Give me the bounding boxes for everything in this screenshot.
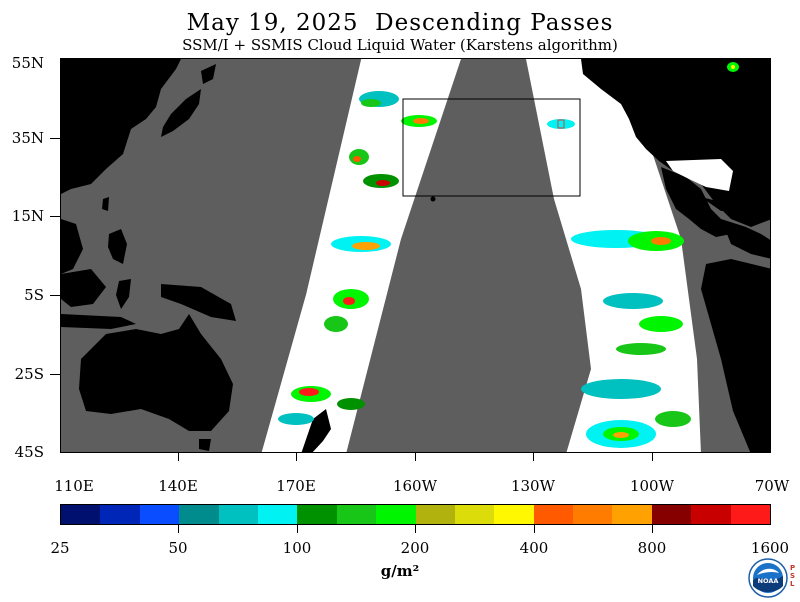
colorbar-swatch — [179, 505, 219, 524]
colorbar — [60, 504, 771, 525]
lat-tick — [50, 216, 60, 217]
colorbar-swatch — [336, 505, 377, 524]
colorbar-tick — [534, 525, 535, 533]
colorbar-swatch — [257, 505, 298, 524]
colorbar-swatch — [100, 505, 140, 524]
psl-logo: PSL — [790, 564, 799, 588]
lat-label-45s: 45S — [14, 443, 44, 461]
lon-tick — [178, 453, 179, 461]
colorbar-swatch — [533, 505, 574, 524]
colorbar-swatch — [139, 505, 180, 524]
colorbar-swatch — [454, 505, 495, 524]
colorbar-tick — [415, 525, 416, 533]
colorbar-label-400: 400 — [519, 539, 549, 557]
analysis-box — [402, 98, 581, 197]
noaa-logo: NOAA — [748, 558, 788, 598]
colorbar-swatch — [651, 505, 692, 524]
colorbar-swatch — [415, 505, 455, 524]
swath-west — [261, 59, 461, 452]
colorbar-tick — [652, 525, 653, 533]
lon-tick — [533, 453, 534, 461]
lat-tick — [50, 374, 60, 375]
lat-label-35n: 35N — [11, 129, 44, 147]
colorbar-label-100: 100 — [282, 539, 312, 557]
colorbar-swatch — [376, 505, 416, 524]
lat-tick — [50, 138, 60, 139]
lat-label-55n: 55N — [11, 54, 44, 72]
lon-label-100w: 100W — [629, 477, 675, 495]
colorbar-label-800: 800 — [637, 539, 667, 557]
colorbar-swatch — [730, 505, 771, 524]
colorbar-swatch — [612, 505, 652, 524]
swath-east — [526, 59, 701, 452]
colorbar-swatch — [297, 505, 337, 524]
cloud-liquid-water-map — [60, 58, 771, 453]
lon-label-160w: 160W — [392, 477, 438, 495]
lon-tick — [296, 453, 297, 461]
colorbar-swatch — [494, 505, 534, 524]
lon-label-70w: 70W — [754, 477, 790, 495]
cloud-patches — [278, 62, 739, 448]
lon-label-140e: 140E — [158, 477, 198, 495]
colorbar-tick — [297, 525, 298, 533]
lon-label-110e: 110E — [54, 477, 94, 495]
map-title: May 19, 2025 Descending Passes — [186, 10, 614, 36]
colorbar-label-50: 50 — [168, 539, 188, 557]
colorbar-swatch — [61, 505, 101, 524]
lon-tick — [415, 453, 416, 461]
colorbar-swatch — [573, 505, 613, 524]
colorbar-swatch — [691, 505, 731, 524]
colorbar-label-25: 25 — [50, 539, 70, 557]
lon-label-130w: 130W — [510, 477, 556, 495]
colorbar-tick — [178, 525, 179, 533]
psl-logo-text: PSL — [790, 564, 796, 588]
colorbar-units: g/m² — [380, 562, 420, 580]
lon-tick — [652, 453, 653, 461]
lat-label-5s: 5S — [24, 286, 44, 304]
lon-label-170e: 170E — [276, 477, 316, 495]
lat-label-25s: 25S — [14, 365, 44, 383]
lat-label-15n: 15N — [11, 207, 44, 225]
colorbar-label-1600: 1600 — [750, 539, 790, 557]
map-subtitle: SSM/I + SSMIS Cloud Liquid Water (Karste… — [182, 36, 618, 54]
noaa-logo-text: NOAA — [758, 577, 779, 585]
colorbar-label-200: 200 — [400, 539, 430, 557]
lat-tick — [50, 295, 60, 296]
colorbar-swatch — [218, 505, 258, 524]
